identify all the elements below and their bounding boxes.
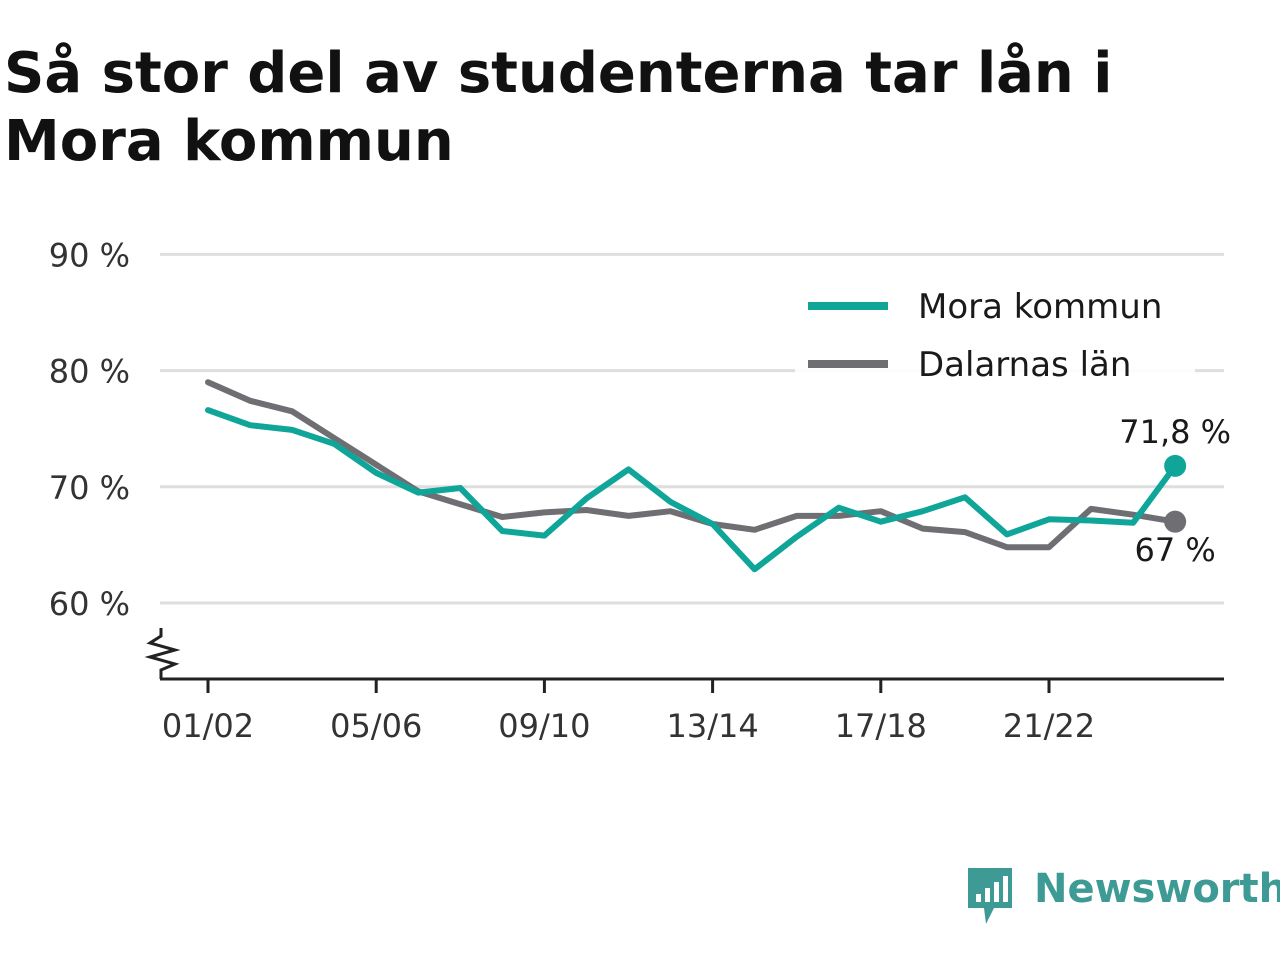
legend: Mora kommun Dalarnas län xyxy=(795,280,1195,390)
y-tick-label: 90 % xyxy=(49,236,130,274)
series-line xyxy=(205,379,1179,551)
legend-background xyxy=(795,280,1195,390)
series-lines xyxy=(205,379,1187,573)
newsworthy-brand[interactable]: Newsworthy xyxy=(964,864,1280,928)
x-tick-label: 13/14 xyxy=(666,707,758,745)
series-line xyxy=(205,407,1179,573)
end-value-label: 71,8 % xyxy=(1119,413,1231,451)
x-axis-ticks: 01/02 05/06 09/10 13/14 17/18 21/22 xyxy=(162,679,1095,745)
y-axis-ticks: 60 % 70 % 80 % 90 % xyxy=(49,236,130,623)
x-tick-label: 05/06 xyxy=(330,707,422,745)
x-tick-label: 21/22 xyxy=(1003,707,1095,745)
y-axis-break xyxy=(144,628,181,679)
y-tick-label: 60 % xyxy=(49,585,130,623)
y-tick-label: 80 % xyxy=(49,353,130,391)
x-tick-label: 01/02 xyxy=(162,707,254,745)
end-labels: 71,8 % 67 % xyxy=(1119,413,1231,569)
newsworthy-logo-icon xyxy=(968,868,1012,924)
y-tick-label: 70 % xyxy=(49,469,130,507)
brand-name: Newsworthy xyxy=(1034,866,1280,912)
legend-label: Mora kommun xyxy=(918,287,1162,327)
chart-title: Så stor del av studenterna tar lån i Mor… xyxy=(4,41,1113,174)
x-axis xyxy=(144,628,1224,681)
x-tick-label: 17/18 xyxy=(835,707,927,745)
series-end-point xyxy=(1164,510,1187,533)
x-tick-label: 09/10 xyxy=(498,707,590,745)
legend-label: Dalarnas län xyxy=(918,345,1131,385)
end-value-label: 67 % xyxy=(1135,531,1216,569)
series-end-point xyxy=(1164,454,1187,477)
